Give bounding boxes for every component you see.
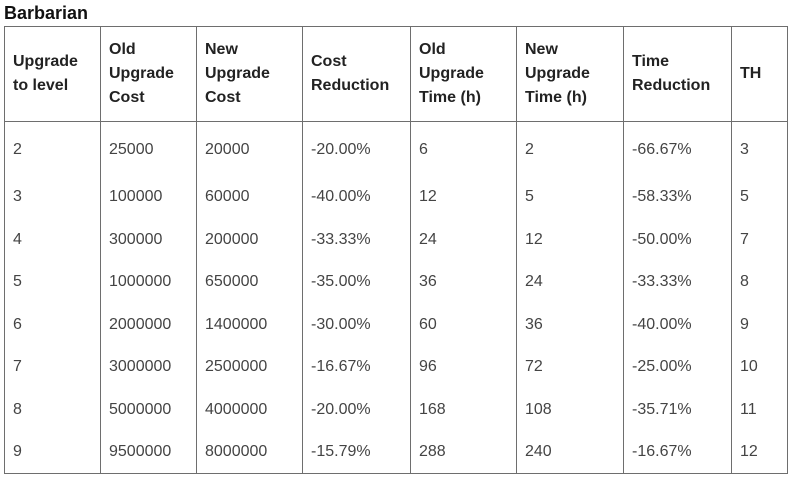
cell-new-cost: 4000000 [196, 388, 303, 431]
cell-level: 3 [4, 176, 101, 219]
cell-cost-reduction: -40.00% [302, 176, 411, 219]
cell-new-cost: 20000 [196, 121, 303, 176]
cell-old-time: 60 [410, 303, 517, 346]
cell-old-cost: 5000000 [100, 388, 197, 431]
cell-new-time: 240 [516, 431, 624, 474]
cell-cost-reduction: -15.79% [302, 431, 411, 474]
cell-time-reduction: -35.71% [623, 388, 732, 431]
cell-old-time: 6 [410, 121, 517, 176]
page-title: Barbarian [4, 3, 89, 23]
cell-new-cost: 200000 [196, 218, 303, 261]
cell-old-cost: 100000 [100, 176, 197, 219]
cell-th: 10 [731, 346, 788, 389]
cell-time-reduction: -33.33% [623, 261, 732, 304]
cell-level: 9 [4, 431, 101, 474]
cell-old-time: 96 [410, 346, 517, 389]
cell-new-time: 2 [516, 121, 624, 176]
cell-old-cost: 3000000 [100, 346, 197, 389]
table-header-row: Upgrade to level Old Upgrade Cost New Up… [4, 26, 788, 122]
cell-old-cost: 9500000 [100, 431, 197, 474]
cell-time-reduction: -16.67% [623, 431, 732, 474]
header-new-upgrade-cost: New Upgrade Cost [196, 26, 303, 122]
table-row: 5 1000000 650000 -35.00% 36 24 -33.33% 8 [4, 261, 788, 304]
cell-old-cost: 1000000 [100, 261, 197, 304]
cell-new-cost: 8000000 [196, 431, 303, 474]
cell-time-reduction: -58.33% [623, 176, 732, 219]
table-row: 8 5000000 4000000 -20.00% 168 108 -35.71… [4, 388, 788, 431]
cell-time-reduction: -66.67% [623, 121, 732, 176]
cell-cost-reduction: -20.00% [302, 388, 411, 431]
cell-level: 4 [4, 218, 101, 261]
table-row: 4 300000 200000 -33.33% 24 12 -50.00% 7 [4, 218, 788, 261]
cell-new-cost: 2500000 [196, 346, 303, 389]
cell-th: 9 [731, 303, 788, 346]
header-new-upgrade-time: New Upgrade Time (h) [516, 26, 624, 122]
cell-th: 5 [731, 176, 788, 219]
cell-old-time: 168 [410, 388, 517, 431]
cell-level: 8 [4, 388, 101, 431]
cell-new-time: 24 [516, 261, 624, 304]
cell-cost-reduction: -16.67% [302, 346, 411, 389]
cell-old-cost: 25000 [100, 121, 197, 176]
cell-time-reduction: -25.00% [623, 346, 732, 389]
cell-level: 6 [4, 303, 101, 346]
header-upgrade-to-level: Upgrade to level [4, 26, 101, 122]
cell-new-time: 36 [516, 303, 624, 346]
cell-new-time: 72 [516, 346, 624, 389]
table-row: 6 2000000 1400000 -30.00% 60 36 -40.00% … [4, 303, 788, 346]
cell-th: 3 [731, 121, 788, 176]
cell-cost-reduction: -30.00% [302, 303, 411, 346]
cell-new-time: 108 [516, 388, 624, 431]
table-row: 3 100000 60000 -40.00% 12 5 -58.33% 5 [4, 176, 788, 219]
table-row: 2 25000 20000 -20.00% 6 2 -66.67% 3 [4, 121, 788, 176]
cell-old-time: 288 [410, 431, 517, 474]
cell-new-cost: 650000 [196, 261, 303, 304]
table-row: 7 3000000 2500000 -16.67% 96 72 -25.00% … [4, 346, 788, 389]
header-old-upgrade-time: Old Upgrade Time (h) [410, 26, 517, 122]
cell-cost-reduction: -20.00% [302, 121, 411, 176]
cell-th: 11 [731, 388, 788, 431]
cell-cost-reduction: -33.33% [302, 218, 411, 261]
cell-old-time: 24 [410, 218, 517, 261]
cell-level: 5 [4, 261, 101, 304]
cell-th: 12 [731, 431, 788, 474]
cell-old-cost: 300000 [100, 218, 197, 261]
cell-new-cost: 60000 [196, 176, 303, 219]
cell-old-time: 36 [410, 261, 517, 304]
cell-level: 7 [4, 346, 101, 389]
barbarian-upgrade-table: Upgrade to level Old Upgrade Cost New Up… [4, 26, 788, 474]
cell-new-time: 12 [516, 218, 624, 261]
cell-th: 7 [731, 218, 788, 261]
header-old-upgrade-cost: Old Upgrade Cost [100, 26, 197, 122]
cell-old-time: 12 [410, 176, 517, 219]
cell-cost-reduction: -35.00% [302, 261, 411, 304]
cell-old-cost: 2000000 [100, 303, 197, 346]
cell-th: 8 [731, 261, 788, 304]
cell-new-cost: 1400000 [196, 303, 303, 346]
header-th: TH [731, 26, 788, 122]
cell-level: 2 [4, 121, 101, 176]
cell-time-reduction: -40.00% [623, 303, 732, 346]
cell-time-reduction: -50.00% [623, 218, 732, 261]
header-cost-reduction: Cost Reduction [302, 26, 411, 122]
table-row: 9 9500000 8000000 -15.79% 288 240 -16.67… [4, 431, 788, 474]
cell-new-time: 5 [516, 176, 624, 219]
header-time-reduction: Time Reduction [623, 26, 732, 122]
